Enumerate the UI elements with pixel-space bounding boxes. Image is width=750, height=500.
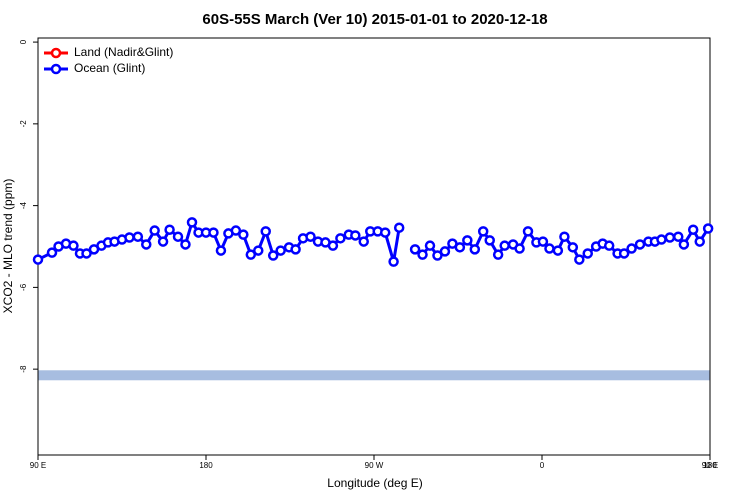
data-point	[477, 226, 489, 237]
data-point	[664, 232, 676, 243]
data-point	[253, 245, 264, 256]
data-point	[492, 249, 504, 260]
data-point	[462, 235, 473, 246]
data-point	[678, 239, 690, 250]
chart-title: 60S-55S March (Ver 10) 2015-01-01 to 202…	[202, 11, 547, 28]
data-point	[327, 240, 339, 251]
data-point	[537, 236, 549, 247]
data-point	[574, 254, 585, 265]
legend-marker	[50, 47, 62, 59]
data-point	[335, 233, 346, 244]
data-point	[245, 249, 257, 260]
y-tick-label: -8	[19, 365, 28, 373]
data-point	[514, 243, 525, 254]
data-point	[350, 230, 361, 241]
data-point	[582, 248, 593, 259]
data-point	[164, 224, 175, 235]
data-point	[267, 250, 279, 261]
x-axis-label: Longitude (deg E)	[327, 476, 422, 490]
data-point	[208, 227, 219, 238]
data-point	[559, 231, 570, 242]
data-point	[618, 248, 630, 259]
data-point	[603, 240, 615, 251]
legend-marker	[50, 63, 62, 75]
data-point	[132, 231, 144, 242]
data-point	[656, 234, 667, 245]
data-point	[180, 239, 191, 250]
plot-frame	[37, 37, 711, 456]
data-point	[409, 244, 421, 255]
y-tick-label: 0	[19, 39, 28, 44]
data-point	[552, 245, 564, 256]
data-point	[702, 223, 714, 234]
data-point	[379, 227, 391, 238]
data-point	[694, 236, 705, 247]
x-tick-label: 180	[199, 461, 213, 470]
data-point	[186, 217, 198, 228]
x-tick-label: 0	[540, 461, 545, 470]
data-point	[260, 226, 271, 237]
data-point	[230, 225, 242, 236]
data-point	[432, 250, 443, 261]
reference-band	[38, 370, 710, 381]
y-axis-label: XCO2 - MLO trend (ppm)	[1, 179, 15, 314]
data-point	[290, 244, 301, 255]
data-point	[275, 245, 286, 256]
data-point	[626, 243, 637, 254]
data-point	[32, 254, 44, 265]
data-point	[673, 231, 684, 242]
data-point	[305, 231, 316, 242]
data-point	[687, 224, 699, 235]
data-point	[544, 243, 555, 254]
data-point	[567, 242, 579, 253]
data-point	[417, 249, 428, 260]
x-tick-label: 180	[703, 461, 717, 470]
data-point	[81, 248, 92, 259]
data-point	[46, 247, 58, 258]
data-point	[634, 239, 646, 250]
data-point	[149, 225, 160, 236]
data-point	[124, 232, 135, 243]
y-tick-label: -6	[19, 283, 28, 291]
data-point	[424, 240, 436, 251]
x-tick-label: 90 E	[30, 461, 46, 470]
legend-label: Ocean (Glint)	[74, 61, 145, 75]
data-point	[454, 242, 466, 253]
data-point	[172, 231, 184, 242]
data-point	[499, 240, 510, 251]
legend-label: Land (Nadir&Glint)	[74, 45, 173, 59]
data-point	[522, 226, 534, 237]
data-point	[238, 229, 249, 240]
y-tick-label: -2	[19, 120, 28, 128]
data-point	[393, 222, 405, 233]
x-tick-label: 90 W	[365, 461, 384, 470]
data-point	[358, 236, 369, 247]
data-point	[484, 235, 495, 246]
data-point	[469, 244, 481, 255]
data-point	[215, 245, 227, 256]
x-tick-label: 90 E	[702, 461, 718, 470]
data-point	[439, 246, 451, 257]
data-point	[141, 239, 152, 250]
y-tick-label: -4	[19, 202, 28, 210]
data-point	[388, 256, 399, 267]
data-point	[68, 240, 79, 251]
data-point	[157, 236, 169, 247]
